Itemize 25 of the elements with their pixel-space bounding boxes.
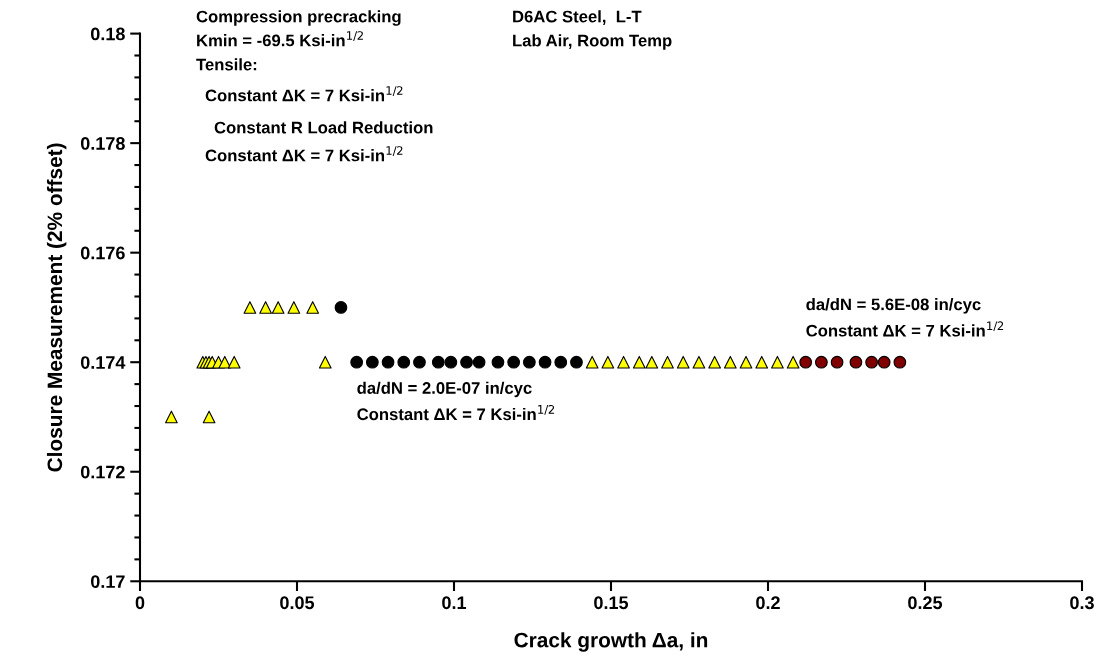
x-axis-title: Crack growth Δa, in [514,632,708,652]
text: D6AC Steel, L-T [513,10,642,25]
y-tick-label: 0.17 [90,575,125,588]
x-tick-label: 0.1 [442,596,467,610]
annotation: Tensile: [196,58,257,71]
annotation: da/dN = 5.6E-08 in/cyc Constant ΔK = 7 Ksi-in$^{1/2}$ [806,298,1004,337]
annotation: Constant ΔK = 7 Ksi-in$^{1/2}$ [205,86,403,102]
x-tick-label: 0.2 [756,596,780,610]
y-tick-label: 0.172 [80,465,125,479]
x-tick-label: 0.3 [1070,596,1094,610]
y-tick-label: 0.176 [80,246,125,260]
x-tick-label: 0 [135,596,145,610]
y-tick-label: 0.174 [80,356,126,369]
y-tick-label: 0.18 [90,27,125,41]
annotation: Kmin = -69.5 Ksi-in$^{1/2}$ [197,31,363,47]
y-tick-label: 0.178 [80,137,125,150]
annotation: Constant ΔK = 7 Ksi-in$^{1/2}$ [205,146,403,162]
x-tick-label: 0.15 [594,596,629,610]
annotation: Constant R Load Reduction [214,121,433,134]
text: Compression precracking [196,10,401,26]
x-tick-label: 0.25 [908,596,943,610]
annotation: Lab Air, Room Temp [513,34,672,50]
x-tick-label: 0.05 [280,596,315,610]
annotation: da/dN = 2.0E-07 in/cyc Constant ΔK = 7 Ksi-in$^{1/2}$ [357,381,555,421]
y-axis-title: Closure Measurement (2% offset) [46,143,67,472]
